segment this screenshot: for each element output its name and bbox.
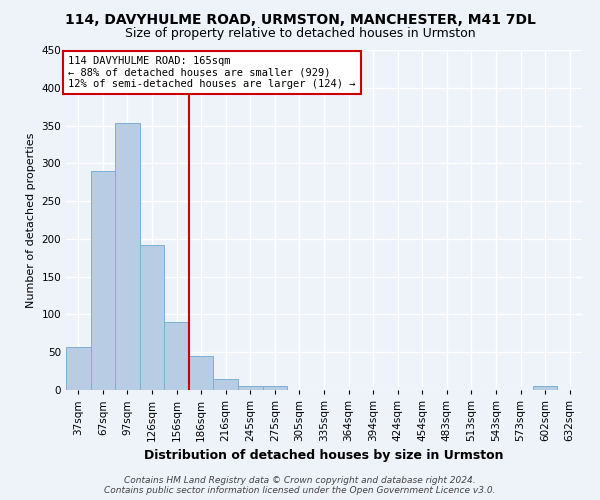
Bar bbox=[533, 386, 557, 390]
Text: Contains HM Land Registry data © Crown copyright and database right 2024.
Contai: Contains HM Land Registry data © Crown c… bbox=[104, 476, 496, 495]
Bar bbox=[115, 124, 140, 390]
Y-axis label: Number of detached properties: Number of detached properties bbox=[26, 132, 36, 308]
Bar bbox=[164, 322, 189, 390]
Bar bbox=[140, 245, 164, 390]
Bar bbox=[91, 171, 115, 390]
Bar bbox=[263, 386, 287, 390]
Bar bbox=[66, 347, 91, 390]
Bar bbox=[189, 356, 214, 390]
Bar bbox=[238, 386, 263, 390]
Text: 114 DAVYHULME ROAD: 165sqm
← 88% of detached houses are smaller (929)
12% of sem: 114 DAVYHULME ROAD: 165sqm ← 88% of deta… bbox=[68, 56, 356, 89]
Text: Size of property relative to detached houses in Urmston: Size of property relative to detached ho… bbox=[125, 28, 475, 40]
Text: 114, DAVYHULME ROAD, URMSTON, MANCHESTER, M41 7DL: 114, DAVYHULME ROAD, URMSTON, MANCHESTER… bbox=[65, 12, 535, 26]
X-axis label: Distribution of detached houses by size in Urmston: Distribution of detached houses by size … bbox=[144, 450, 504, 462]
Bar bbox=[214, 378, 238, 390]
